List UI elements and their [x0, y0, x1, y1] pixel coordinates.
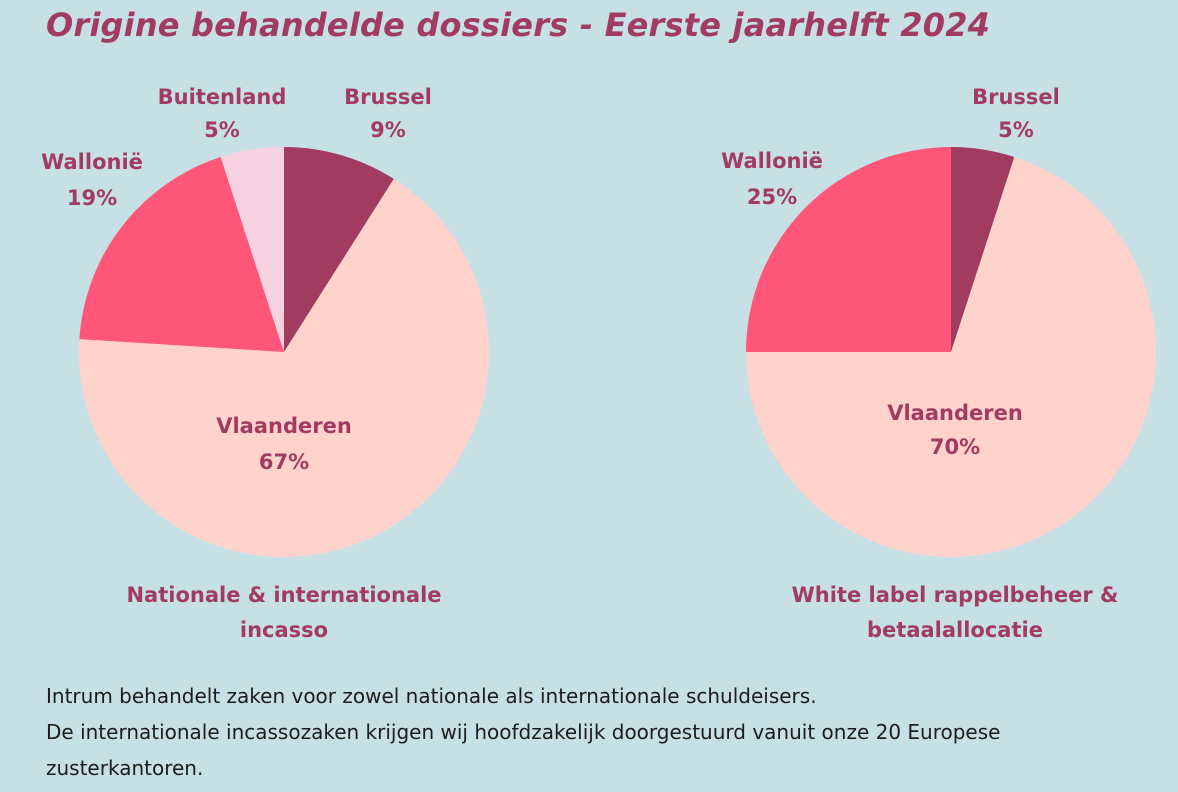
pie-1-label-buitenland: Buitenland: [158, 85, 287, 109]
pie-2-value-walloni-: 25%: [747, 185, 797, 209]
pie-2-value-brussel: 5%: [998, 118, 1034, 142]
pie-1-slice-walloni-: [79, 157, 285, 352]
footer-line-2: De internationale incassozaken krijgen w…: [46, 720, 1001, 780]
pie-1-value-buitenland: 5%: [204, 118, 240, 142]
pie-1-slice-brussel: [284, 147, 394, 352]
pie-1-value-walloni-: 19%: [67, 186, 117, 210]
pie-2-slice-brussel: [951, 147, 1015, 352]
pie-2-slice-vlaanderen: [746, 157, 1157, 557]
pie-2-label-vlaanderen: Vlaanderen: [887, 401, 1023, 425]
pie-2-title-line-1: White label rappelbeheer &: [792, 583, 1119, 607]
footer-line-1: Intrum behandelt zaken voor zowel nation…: [46, 684, 817, 708]
pie-2-label-walloni-: Wallonië: [721, 149, 823, 173]
pie-2-title-line-2: betaalallocatie: [867, 618, 1043, 642]
pie-1-label-walloni-: Wallonië: [41, 150, 143, 174]
pie-2-label-brussel: Brussel: [972, 85, 1060, 109]
page-title: Origine behandelde dossiers - Eerste jaa…: [46, 6, 991, 44]
pie-1-value-vlaanderen: 67%: [259, 450, 309, 474]
pie-1-title-line-2: incasso: [240, 618, 328, 642]
pie-1-slice-vlaanderen: [78, 178, 489, 557]
footer-text: Intrum behandelt zaken voor zowel nation…: [46, 678, 1146, 786]
pie-2-value-vlaanderen: 70%: [930, 435, 980, 459]
pie-1-label-vlaanderen: Vlaanderen: [216, 414, 352, 438]
pie-1-title-line-1: Nationale & internationale: [126, 583, 441, 607]
pie-1-slice-buitenland: [220, 147, 284, 352]
pie-1-value-brussel: 9%: [370, 118, 406, 142]
pie-1-label-brussel: Brussel: [344, 85, 432, 109]
pie-2-slice-walloni-: [746, 147, 951, 352]
